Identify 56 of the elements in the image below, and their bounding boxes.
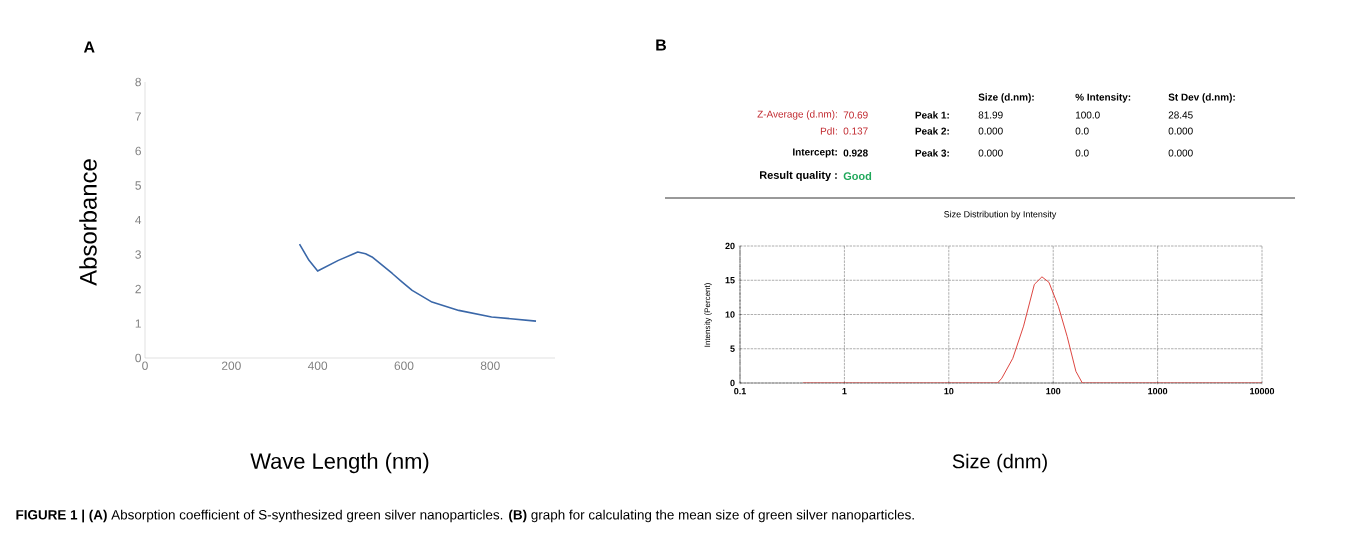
text: A <box>83 41 95 53</box>
text: 81.99 <box>978 111 1003 119</box>
text: 0.928 <box>843 149 868 157</box>
text: 0.0 <box>1075 127 1089 135</box>
x-tick-label: 100 <box>1046 388 1061 395</box>
text: 0.000 <box>978 127 1003 135</box>
y-tick-label: 6 <box>135 146 141 156</box>
text: Peak 3: <box>915 149 949 157</box>
x-axis-title: Wave Length (nm) <box>250 452 429 474</box>
text: % Intensity: <box>1075 93 1131 103</box>
y-tick-label: 1 <box>135 319 141 328</box>
y-tick-label: 0 <box>730 379 735 387</box>
x-tick-label: 10000 <box>1250 388 1275 395</box>
text: 0.000 <box>1168 149 1193 157</box>
y-tick-label: 5 <box>135 181 141 190</box>
x-tick-label: 0 <box>142 361 148 370</box>
y-tick-label: 5 <box>730 345 735 352</box>
x-tick-label: 800 <box>480 361 500 370</box>
x-tick-label: 400 <box>307 361 328 370</box>
x-tick-label: 1000 <box>1148 388 1168 395</box>
text: Intercept: <box>793 148 837 158</box>
text: 0.000 <box>1168 127 1193 135</box>
text: Peak 2: <box>915 127 949 135</box>
text: Result quality : <box>760 170 837 182</box>
y-tick-label: 3 <box>135 250 141 259</box>
y-tick-label: 8 <box>135 77 141 87</box>
text: 70.69 <box>843 111 868 119</box>
text: Z-Average (d.nm): <box>757 110 837 120</box>
text: FIGURE 1 | (A) Absorption coefficient of S-synthesized green silver nanoparticles. (B) graph for calculating the mean size of green silver nanoparticles. <box>16 509 914 523</box>
x-tick-label: 10 <box>944 388 954 395</box>
y-tick-label: 10 <box>725 311 735 318</box>
text: 0.000 <box>978 149 1003 157</box>
text: 100.0 <box>1075 111 1100 119</box>
text: St Dev (d.nm): <box>1168 93 1235 103</box>
text: 28.45 <box>1168 111 1193 119</box>
x-tick-label: 200 <box>221 361 241 370</box>
text: 0.0 <box>1075 149 1089 157</box>
text: Size (d.nm): <box>978 93 1034 103</box>
y-tick-label: 7 <box>135 112 141 121</box>
y-tick-label: 2 <box>135 284 141 294</box>
y-tick-label: 20 <box>725 242 735 250</box>
x-tick-label: 0.1 <box>734 388 746 395</box>
text: Good <box>843 171 872 181</box>
chart-title: Size Distribution by Intensity <box>944 210 1057 220</box>
x-tick-label: 600 <box>394 361 414 370</box>
x-axis-title: Size (dnm) <box>952 453 1047 473</box>
line-series <box>298 243 537 322</box>
x-tick-label: 1 <box>842 388 847 395</box>
text: PdI: <box>820 127 837 135</box>
text: 0.137 <box>843 127 868 135</box>
text: B <box>656 39 666 51</box>
y-tick-label: 15 <box>725 277 735 284</box>
text: Peak 1: <box>915 111 949 119</box>
y-tick-label: 0 <box>135 353 142 363</box>
y-axis-title: Absorbance <box>79 159 97 286</box>
y-tick-label: 4 <box>135 215 142 225</box>
